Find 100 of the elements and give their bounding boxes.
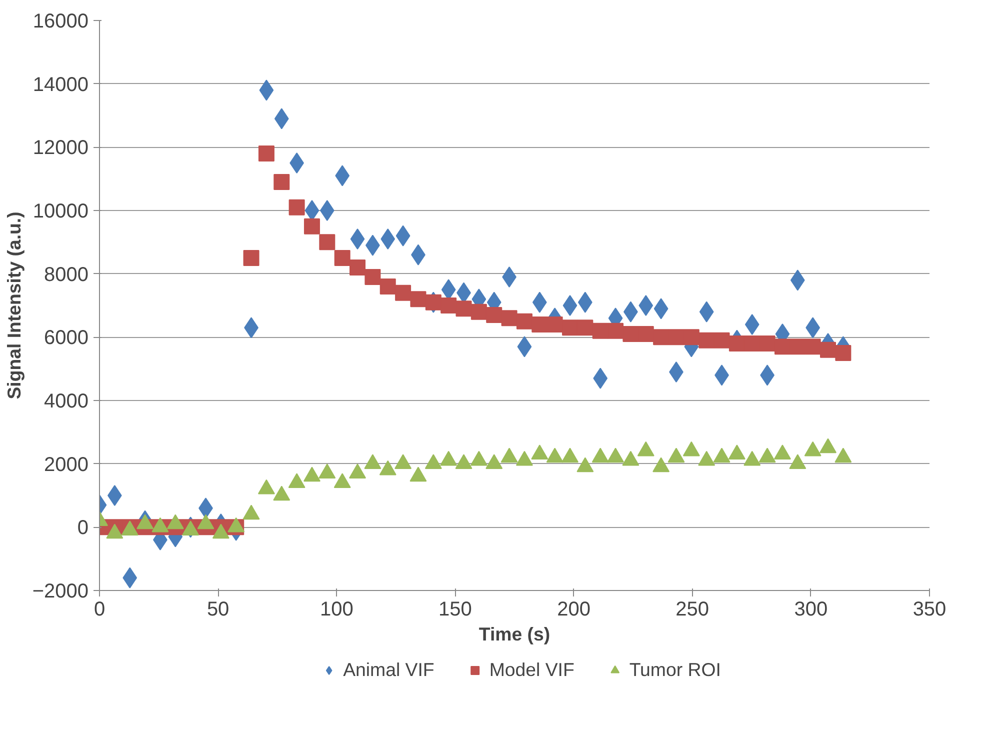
point	[440, 450, 458, 466]
y-tick-label: 12000	[32, 137, 89, 160]
point	[440, 298, 457, 314]
point	[350, 228, 365, 250]
point	[500, 448, 518, 463]
point	[546, 316, 563, 332]
y-tick-label: 8000	[44, 264, 89, 286]
x-tick-label: 350	[912, 598, 946, 620]
point	[714, 332, 730, 348]
point	[790, 338, 806, 355]
point	[758, 448, 776, 463]
x-tick-label: 0	[94, 598, 106, 620]
point	[364, 269, 381, 285]
point	[638, 326, 654, 342]
point	[410, 291, 426, 308]
point	[637, 441, 654, 456]
x-tick-label: 200	[557, 598, 590, 620]
point	[380, 278, 396, 294]
point	[698, 450, 716, 466]
point	[561, 448, 578, 463]
point	[804, 338, 821, 355]
point	[682, 441, 700, 456]
x-tick-label: 150	[438, 598, 472, 620]
point	[425, 294, 442, 310]
point	[622, 326, 639, 342]
point	[455, 454, 472, 469]
point	[592, 448, 609, 463]
point	[470, 450, 488, 466]
point	[379, 460, 396, 476]
point	[774, 338, 790, 355]
point	[304, 218, 320, 234]
y-tick-label: −2000	[32, 580, 88, 602]
point	[166, 514, 184, 530]
point	[759, 336, 776, 352]
x-tick-label: 50	[206, 598, 230, 620]
point	[835, 345, 852, 361]
point	[380, 228, 396, 250]
point	[607, 448, 624, 463]
point	[424, 454, 442, 469]
point	[562, 295, 578, 316]
y-axis-title: Signal Intensity (a.u.)	[3, 212, 24, 400]
point	[532, 316, 548, 332]
point	[728, 336, 745, 352]
point	[577, 320, 594, 336]
point	[258, 479, 275, 494]
point	[546, 448, 564, 463]
point	[698, 332, 715, 348]
point	[622, 450, 640, 466]
point	[683, 329, 700, 346]
legend-label: Model VIF	[489, 658, 574, 680]
x-tick-label: 300	[794, 598, 828, 620]
point	[334, 250, 350, 266]
point	[395, 284, 412, 301]
point	[608, 322, 624, 339]
point	[288, 473, 306, 488]
point	[350, 260, 366, 276]
y-tick-label: 2000	[44, 454, 89, 476]
point	[486, 307, 502, 323]
point	[592, 322, 608, 339]
y-tick-label: 14000	[32, 74, 89, 96]
x-tick-label: 100	[320, 598, 354, 620]
point	[106, 524, 124, 539]
point	[410, 466, 427, 482]
point	[456, 300, 472, 317]
point	[638, 295, 654, 316]
point	[744, 314, 760, 335]
point	[516, 450, 533, 466]
point	[744, 450, 761, 466]
point	[197, 514, 214, 530]
point	[394, 454, 412, 469]
y-tick-label: 16000	[32, 10, 89, 32]
point	[136, 514, 154, 530]
point	[820, 438, 837, 454]
point	[834, 448, 852, 463]
point	[349, 464, 366, 478]
point	[653, 329, 670, 346]
point	[486, 454, 503, 469]
point	[470, 304, 487, 320]
x-tick-label: 250	[676, 598, 710, 620]
point	[804, 441, 822, 456]
point	[668, 448, 685, 463]
point	[288, 199, 305, 216]
point	[303, 466, 320, 482]
point	[242, 504, 260, 520]
point	[334, 473, 351, 488]
point	[320, 200, 334, 221]
legend-label: Animal VIF	[343, 658, 434, 680]
legend-label: Tumor ROI	[629, 658, 721, 680]
point	[152, 517, 169, 532]
point	[562, 320, 578, 336]
point	[273, 486, 290, 501]
point	[228, 517, 245, 532]
point	[318, 464, 336, 478]
y-tick-label: 4000	[44, 390, 89, 412]
y-tick-label: 10000	[32, 200, 89, 222]
point	[713, 448, 730, 463]
point	[668, 329, 684, 346]
point	[774, 444, 791, 460]
point	[531, 444, 548, 460]
point	[576, 457, 594, 472]
